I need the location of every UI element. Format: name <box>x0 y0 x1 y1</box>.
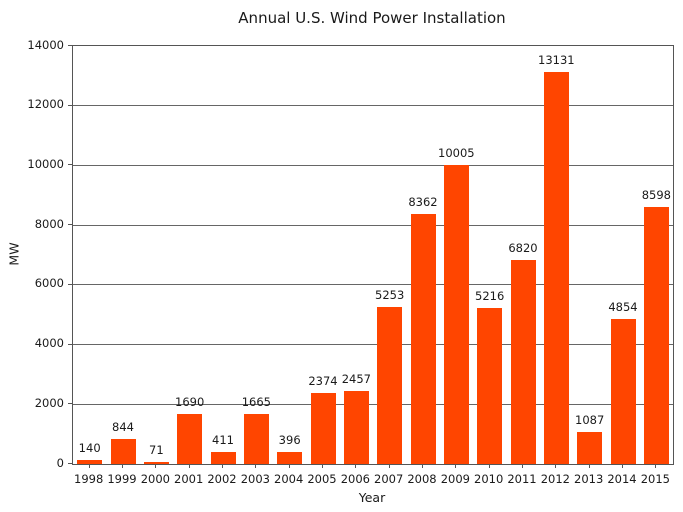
gridline-4000 <box>73 344 673 346</box>
bar-2002 <box>210 451 236 464</box>
bar-value-label-1999: 844 <box>112 419 134 434</box>
x-tick-mark-2011 <box>522 464 523 468</box>
bar-2011 <box>510 260 536 464</box>
bar-2003 <box>243 414 269 464</box>
bar-2010 <box>477 308 503 464</box>
bar-2009 <box>443 165 469 464</box>
bar-value-label-2000: 71 <box>149 442 164 457</box>
bar-value-label-2007: 5253 <box>375 288 405 303</box>
x-tick-mark-2004 <box>288 464 290 468</box>
bar-value-label-1998: 140 <box>78 440 101 455</box>
x-tick-mark-1999 <box>122 464 123 468</box>
x-tick-mark-2002 <box>222 464 223 468</box>
x-tick-label-2015: 2015 <box>640 472 670 486</box>
x-tick-mark-2014 <box>622 464 623 468</box>
x-tick-label-2009: 2009 <box>440 472 470 486</box>
x-tick-label-2010: 2010 <box>474 472 504 486</box>
y-tick-label-4000: 4000 <box>34 336 64 351</box>
bar-value-label-2008: 8362 <box>408 195 438 210</box>
bar-1998 <box>77 459 103 464</box>
y-tick-label-14000: 14000 <box>27 37 64 52</box>
x-tick-mark-2008 <box>422 464 423 468</box>
x-tick-mark-2010 <box>488 464 490 468</box>
x-tick-mark-2013 <box>588 464 590 468</box>
bar-2006 <box>343 390 369 464</box>
bar-value-label-2014: 4854 <box>608 300 638 315</box>
bar-value-label-2005: 2374 <box>308 374 338 389</box>
bar-1999 <box>110 438 136 464</box>
y-tick-mark-0 <box>68 463 72 464</box>
x-tick-label-2000: 2000 <box>140 472 170 486</box>
plot-area: 140 844 71 1690 411 1665 396 2374 2457 5253 8362 10… <box>72 45 674 465</box>
bar-2014 <box>610 319 636 464</box>
x-tick-mark-2006 <box>355 464 357 468</box>
x-tick-mark-2000 <box>155 464 157 468</box>
bar-value-label-2013: 1087 <box>575 412 605 427</box>
bar-2004 <box>277 452 303 464</box>
x-tick-label-2013: 2013 <box>574 472 604 486</box>
bar-2015 <box>643 207 669 464</box>
x-tick-label-2004: 2004 <box>274 472 304 486</box>
y-tick-label-2000: 2000 <box>34 395 64 410</box>
bar-2001 <box>177 413 203 464</box>
bar-2007 <box>377 307 403 464</box>
gridline-2000 <box>73 403 673 405</box>
bar-value-label-2009: 10005 <box>438 146 475 161</box>
y-tick-label-6000: 6000 <box>34 276 64 291</box>
x-tick-label-2014: 2014 <box>607 472 637 486</box>
gridline-8000 <box>73 224 673 226</box>
x-tick-mark-2012 <box>555 464 557 468</box>
bar-value-label-2011: 6820 <box>508 241 538 256</box>
gridline-6000 <box>73 284 673 286</box>
bar-value-label-2015: 8598 <box>641 188 671 203</box>
y-tick-mark-6000 <box>68 283 72 285</box>
x-tick-mark-2003 <box>255 464 257 468</box>
x-tick-label-2007: 2007 <box>374 472 404 486</box>
x-tick-mark-1998 <box>88 464 90 468</box>
bar-value-label-2006: 2457 <box>341 371 371 386</box>
bar-2013 <box>577 431 603 464</box>
x-tick-label-1998: 1998 <box>74 472 104 486</box>
bar-value-label-2010: 5216 <box>475 289 505 304</box>
gridline-10000 <box>73 164 673 166</box>
x-tick-mark-2015 <box>655 464 657 468</box>
x-tick-mark-2001 <box>188 464 190 468</box>
y-tick-mark-2000 <box>68 403 72 405</box>
x-tick-mark-2005 <box>322 464 323 468</box>
x-tick-label-2005: 2005 <box>307 472 337 486</box>
y-tick-label-0: 0 <box>56 455 64 470</box>
x-tick-label-2012: 2012 <box>540 472 570 486</box>
x-axis-label: Year <box>358 490 386 505</box>
x-tick-mark-2009 <box>455 464 457 468</box>
y-tick-mark-14000 <box>68 45 72 46</box>
x-tick-label-2003: 2003 <box>240 472 270 486</box>
y-axis-label: MW <box>6 242 22 266</box>
y-tick-mark-10000 <box>68 164 72 166</box>
bar-value-label-2012: 13131 <box>538 52 575 67</box>
chart-title: Annual U.S. Wind Power Installation <box>238 9 506 27</box>
bar-value-label-2001: 1690 <box>175 394 205 409</box>
y-tick-mark-12000 <box>68 104 72 106</box>
y-tick-mark-4000 <box>68 343 72 345</box>
y-tick-label-12000: 12000 <box>27 97 64 112</box>
x-tick-label-1999: 1999 <box>107 472 137 486</box>
x-tick-label-2001: 2001 <box>174 472 204 486</box>
x-tick-label-2002: 2002 <box>207 472 237 486</box>
x-tick-label-2006: 2006 <box>340 472 370 486</box>
bar-value-label-2002: 411 <box>212 432 234 447</box>
x-tick-mark-2007 <box>388 464 390 468</box>
y-tick-label-10000: 10000 <box>27 156 64 171</box>
bar-2008 <box>410 214 436 464</box>
bar-value-label-2004: 396 <box>278 433 301 448</box>
bar-2005 <box>310 393 336 464</box>
x-tick-label-2011: 2011 <box>507 472 537 486</box>
y-tick-mark-8000 <box>68 224 72 226</box>
x-tick-label-2008: 2008 <box>407 472 437 486</box>
bar-2012 <box>543 71 569 464</box>
bar-2000 <box>143 461 169 464</box>
y-tick-label-8000: 8000 <box>34 216 64 231</box>
gridline-12000 <box>73 105 673 107</box>
bar-value-label-2003: 1665 <box>241 395 271 410</box>
